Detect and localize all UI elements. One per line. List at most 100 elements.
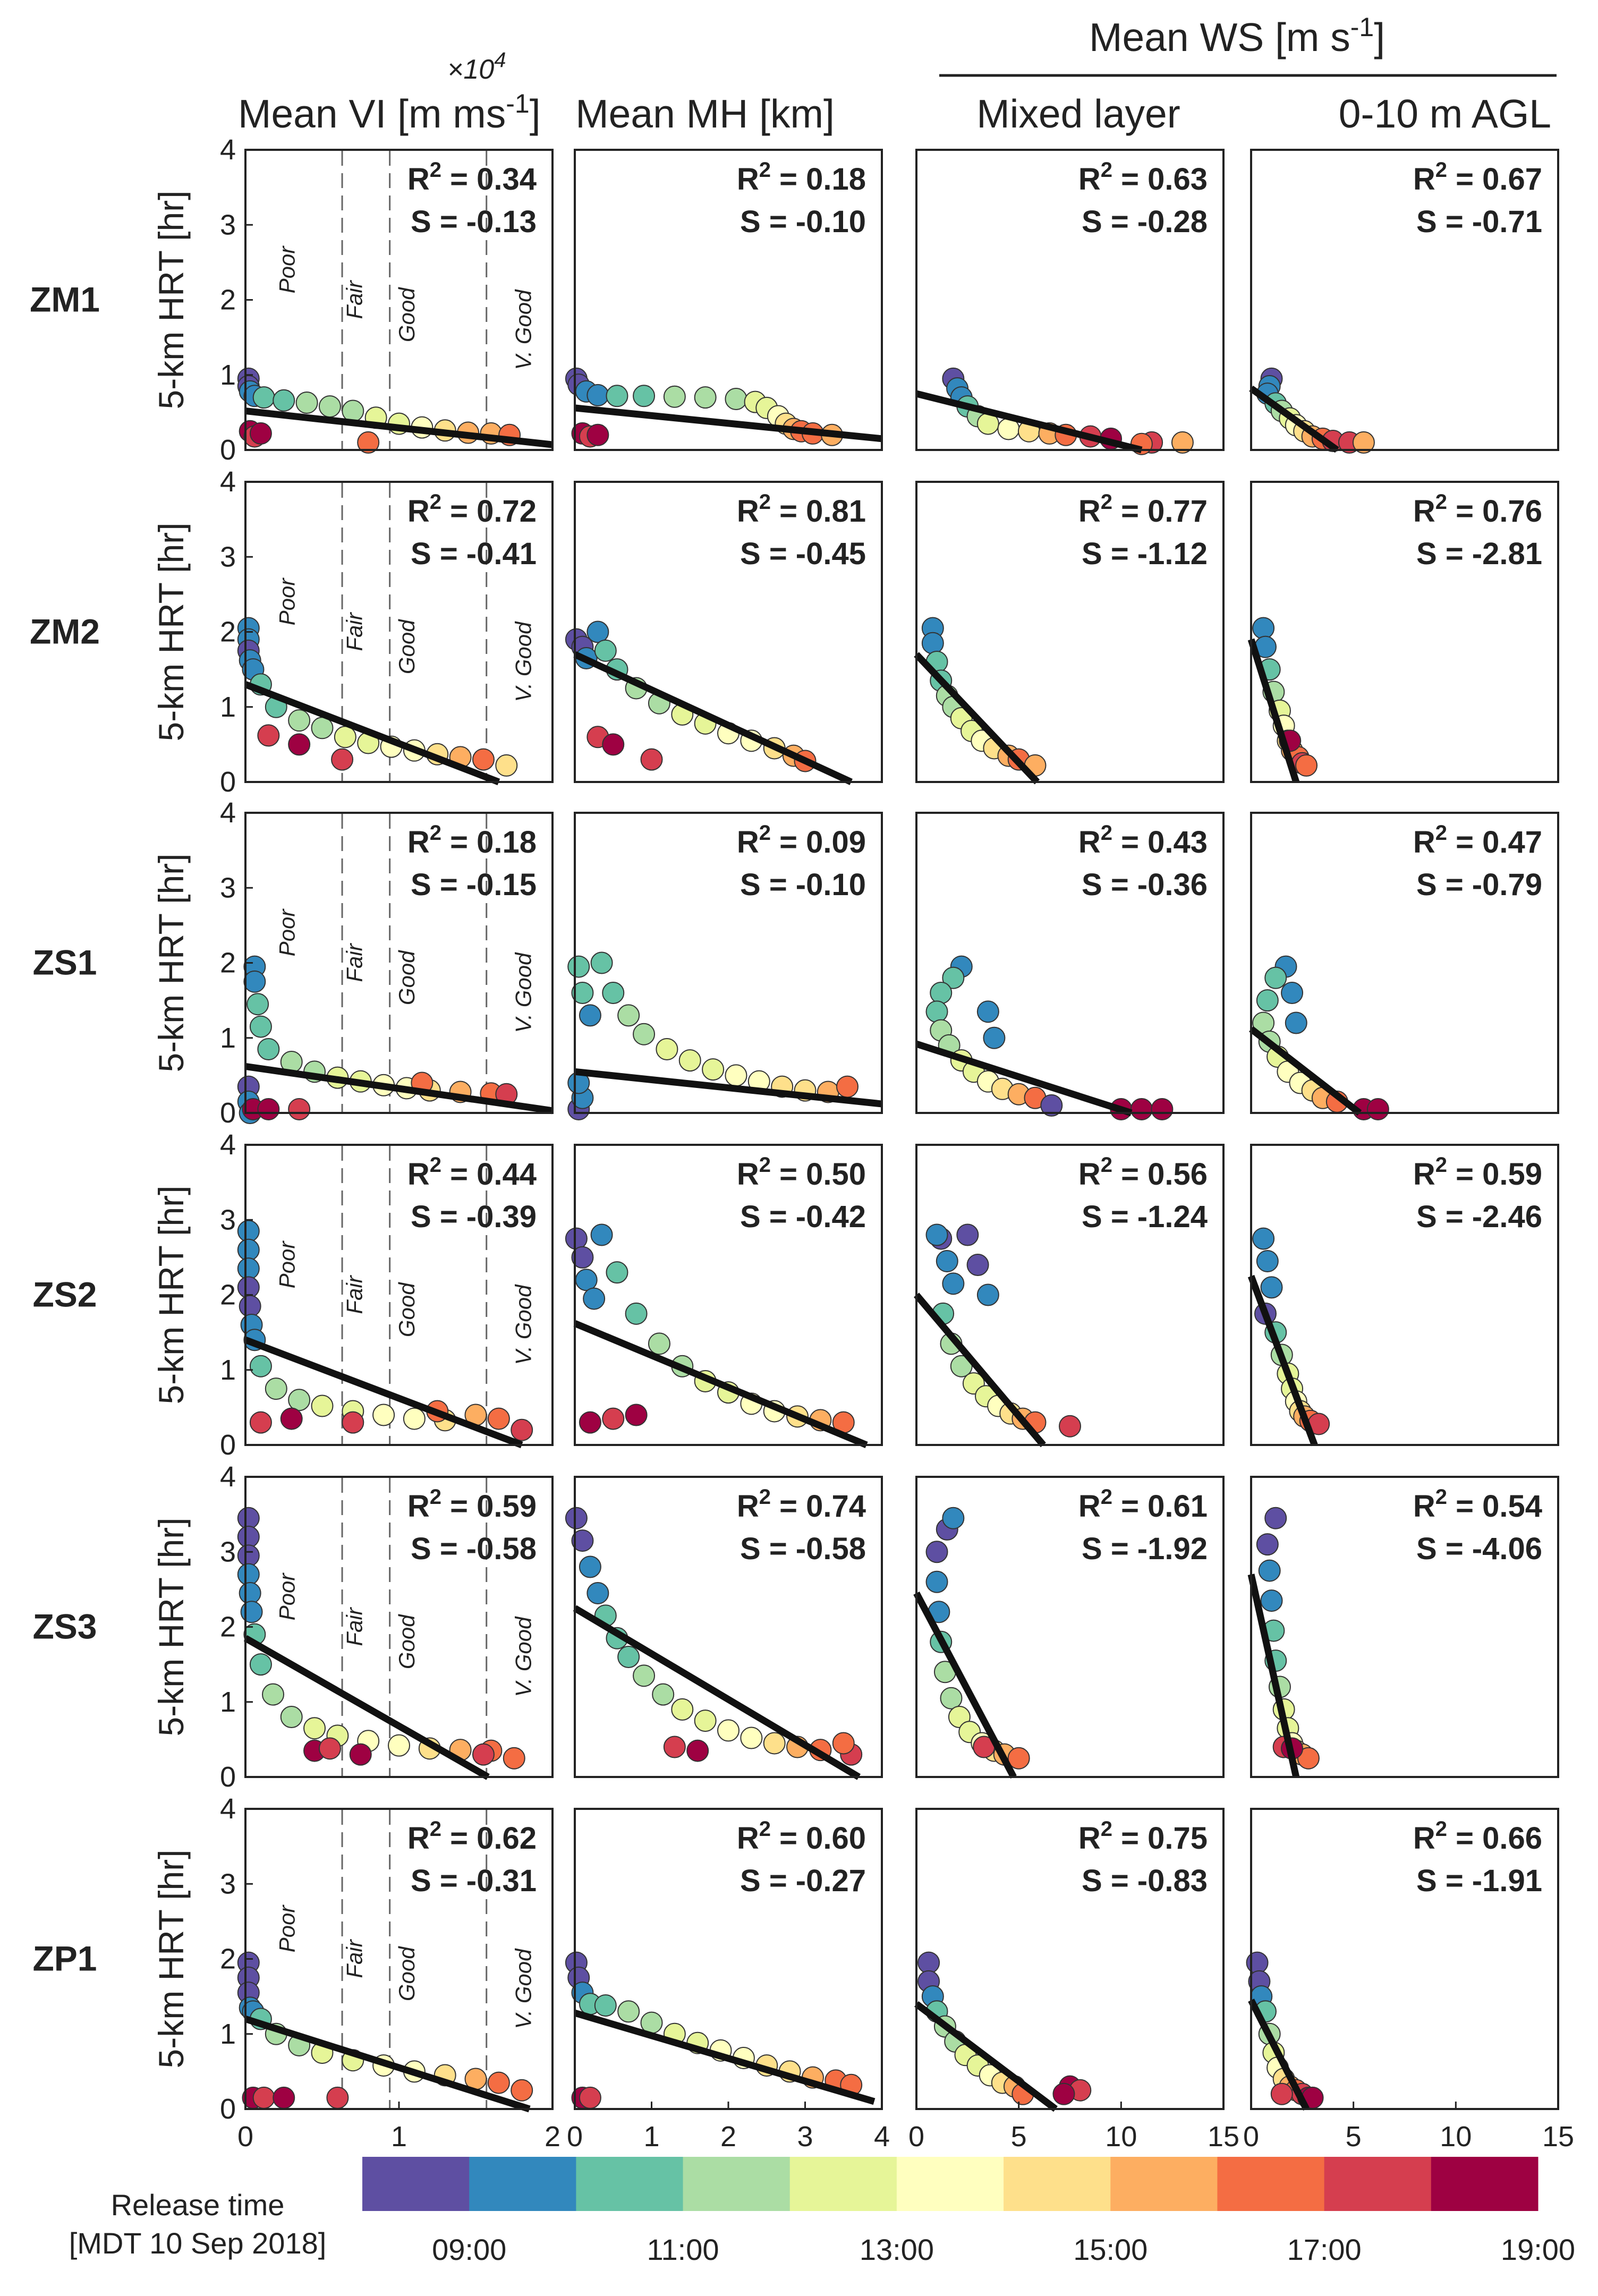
data-point bbox=[565, 1227, 588, 1250]
data-point bbox=[686, 1739, 709, 1762]
regression-line bbox=[914, 652, 1040, 785]
y-axis-label: 5-km HRT [hr] bbox=[151, 191, 191, 410]
data-point bbox=[1246, 1951, 1269, 1974]
data-point bbox=[921, 632, 944, 654]
regression-line bbox=[573, 1320, 868, 1448]
regression-line bbox=[913, 1591, 1017, 1779]
data-point bbox=[1130, 1098, 1153, 1120]
data-point bbox=[262, 1683, 285, 1706]
data-point bbox=[571, 1246, 594, 1269]
r2-label: R2 = 0.09 bbox=[737, 821, 866, 860]
data-point bbox=[273, 389, 295, 412]
axes-frame bbox=[574, 1476, 883, 1778]
r2-label: R2 = 0.63 bbox=[1078, 158, 1208, 197]
x-tick-label: 0 bbox=[908, 2121, 924, 2153]
data-point bbox=[1052, 2082, 1075, 2105]
colorbar-tick-label: 11:00 bbox=[647, 2233, 719, 2266]
y-tick-label: 0 bbox=[220, 766, 236, 798]
regression-line bbox=[244, 1337, 523, 1449]
y-tick-label: 4 bbox=[220, 1793, 236, 1825]
panel-zp1-mh: R2 = 0.60 S = -0.27 bbox=[565, 1808, 883, 2110]
data-point bbox=[1151, 1098, 1174, 1120]
regression-line bbox=[244, 2016, 531, 2113]
quality-label: Good bbox=[394, 619, 419, 674]
data-point bbox=[586, 384, 609, 406]
panel-zm1-vi: Poor Fair Good V. Good R2 = 0.34 S = -0.13 0 1 2… bbox=[220, 134, 554, 466]
colorbar-segment bbox=[1217, 2157, 1325, 2211]
data-point bbox=[586, 423, 609, 446]
x-tick-label: 15 bbox=[1542, 2121, 1574, 2153]
r2-label: R2 = 0.43 bbox=[1078, 821, 1208, 860]
data-point bbox=[472, 748, 495, 771]
x-tick-label: 1 bbox=[391, 2121, 407, 2153]
data-point bbox=[265, 1377, 287, 1400]
data-point bbox=[606, 385, 628, 407]
data-point bbox=[725, 1064, 747, 1087]
axes-frame bbox=[915, 1476, 1225, 1778]
data-point bbox=[1260, 1276, 1283, 1299]
title-mh: Mean MH [km] bbox=[575, 91, 835, 136]
regression-line bbox=[573, 1605, 861, 1780]
r2-label: R2 = 0.76 bbox=[1413, 490, 1542, 529]
data-point bbox=[617, 2000, 640, 2023]
colorbar-tick-label: 15:00 bbox=[1073, 2233, 1148, 2266]
data-point bbox=[349, 1743, 372, 1766]
row-label: ZM2 bbox=[30, 612, 100, 651]
quality-label: Poor bbox=[274, 245, 299, 294]
data-point bbox=[342, 399, 364, 422]
data-point bbox=[617, 1646, 640, 1668]
regression-line bbox=[1249, 1026, 1362, 1116]
data-point bbox=[1264, 1507, 1287, 1529]
data-point bbox=[1352, 431, 1375, 454]
data-point bbox=[249, 1411, 272, 1434]
y-axis-label: 5-km HRT [hr] bbox=[151, 1186, 191, 1405]
panel-zp1-vi: Poor Fair Good V. Good R2 = 0.62 S = -0.31 0 1 2… bbox=[220, 1793, 554, 2125]
data-point bbox=[925, 1541, 948, 1563]
data-point bbox=[237, 1238, 260, 1261]
data-point bbox=[1260, 1589, 1283, 1612]
s-label: S = -0.45 bbox=[740, 537, 866, 571]
data-point bbox=[237, 1257, 260, 1280]
regression-line bbox=[243, 1635, 490, 1780]
y-tick-label: 3 bbox=[220, 541, 236, 573]
data-point bbox=[1171, 431, 1194, 454]
y-axis-label: 5-km HRT [hr] bbox=[151, 1850, 191, 2069]
data-point bbox=[288, 1389, 311, 1411]
data-point bbox=[472, 1743, 495, 1766]
quality-label: Good bbox=[394, 287, 419, 342]
regression-line bbox=[245, 407, 553, 448]
quality-label: V. Good bbox=[511, 621, 536, 702]
y-tick-label: 1 bbox=[220, 1354, 236, 1386]
data-point bbox=[602, 982, 625, 1004]
s-label: S = -0.31 bbox=[411, 1864, 537, 1898]
data-point bbox=[246, 993, 269, 1016]
y-tick-label: 2 bbox=[220, 1279, 236, 1311]
data-point bbox=[1281, 982, 1304, 1004]
y-tick-label: 4 bbox=[220, 1461, 236, 1493]
y-axis-label: 5-km HRT [hr] bbox=[151, 854, 191, 1073]
data-point bbox=[579, 2086, 601, 2109]
data-point bbox=[237, 1220, 260, 1243]
y-tick-label: 1 bbox=[220, 2018, 236, 2050]
colorbar-segment bbox=[789, 2157, 897, 2211]
quality-label: Fair bbox=[342, 1606, 367, 1646]
axes-frame bbox=[1250, 812, 1559, 1114]
r2-label: R2 = 0.62 bbox=[407, 1817, 537, 1856]
quality-label: V. Good bbox=[511, 952, 536, 1033]
s-label: S = -0.39 bbox=[411, 1200, 537, 1234]
quality-label: V. Good bbox=[511, 289, 536, 370]
regression-line bbox=[244, 681, 500, 786]
y-tick-label: 1 bbox=[220, 1022, 236, 1054]
data-point bbox=[288, 1098, 311, 1120]
quality-label: V. Good bbox=[511, 1284, 536, 1365]
s-label: S = -0.42 bbox=[740, 1200, 866, 1234]
y-axis-label: 5-km HRT [hr] bbox=[151, 1518, 191, 1737]
axes-frame bbox=[915, 1144, 1225, 1446]
y-tick-label: 3 bbox=[220, 209, 236, 241]
y-tick-label: 4 bbox=[220, 134, 236, 166]
panel-zs3-ml: R2 = 0.61 S = -1.92 bbox=[913, 1476, 1225, 1779]
panel-zm2-ml: R2 = 0.77 S = -1.12 bbox=[914, 481, 1225, 785]
data-point bbox=[625, 1404, 648, 1426]
data-point bbox=[237, 1526, 260, 1548]
title-vi: Mean VI [m ms-1] bbox=[238, 89, 541, 136]
